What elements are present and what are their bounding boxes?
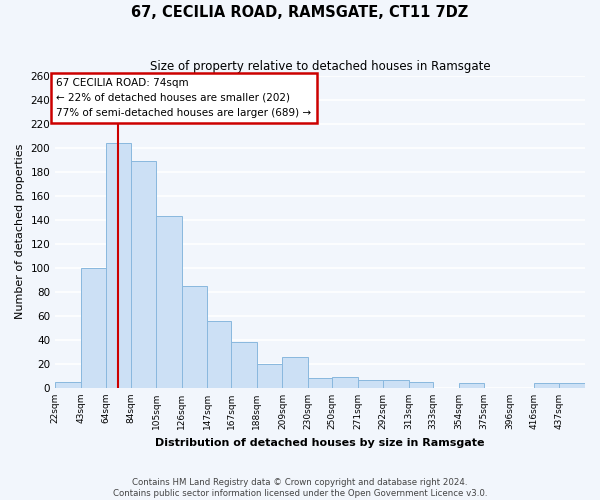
Bar — [257, 364, 283, 388]
Bar — [55, 382, 80, 388]
Text: 67, CECILIA ROAD, RAMSGATE, CT11 7DZ: 67, CECILIA ROAD, RAMSGATE, CT11 7DZ — [131, 5, 469, 20]
Bar — [559, 383, 585, 388]
X-axis label: Distribution of detached houses by size in Ramsgate: Distribution of detached houses by size … — [155, 438, 485, 448]
Y-axis label: Number of detached properties: Number of detached properties — [15, 144, 25, 320]
Text: Contains HM Land Registry data © Crown copyright and database right 2024.
Contai: Contains HM Land Registry data © Crown c… — [113, 478, 487, 498]
Bar — [131, 161, 156, 388]
Bar — [409, 382, 433, 388]
Title: Size of property relative to detached houses in Ramsgate: Size of property relative to detached ho… — [150, 60, 490, 73]
Bar — [383, 380, 409, 388]
Bar — [80, 268, 106, 388]
Bar — [308, 378, 332, 388]
Bar — [534, 383, 559, 388]
Bar — [232, 342, 257, 388]
Bar — [283, 356, 308, 388]
Bar — [156, 216, 182, 388]
Bar — [106, 143, 131, 388]
Bar — [458, 383, 484, 388]
Bar — [207, 320, 232, 388]
Bar — [332, 377, 358, 388]
Bar — [182, 286, 207, 388]
Bar — [358, 380, 383, 388]
Text: 67 CECILIA ROAD: 74sqm
← 22% of detached houses are smaller (202)
77% of semi-de: 67 CECILIA ROAD: 74sqm ← 22% of detached… — [56, 78, 311, 118]
